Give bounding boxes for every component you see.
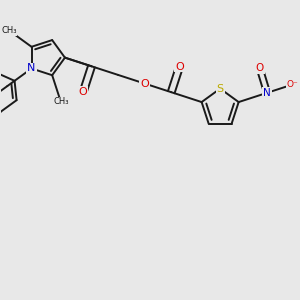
Text: O: O bbox=[175, 61, 184, 72]
Text: N: N bbox=[263, 88, 271, 98]
Text: O: O bbox=[140, 79, 149, 88]
Text: S: S bbox=[217, 84, 224, 94]
Text: O: O bbox=[256, 63, 264, 73]
Text: CH₃: CH₃ bbox=[53, 97, 69, 106]
Text: O⁻: O⁻ bbox=[287, 80, 298, 89]
Text: O: O bbox=[79, 87, 88, 97]
Text: N: N bbox=[27, 64, 36, 74]
Text: CH₃: CH₃ bbox=[1, 26, 17, 35]
